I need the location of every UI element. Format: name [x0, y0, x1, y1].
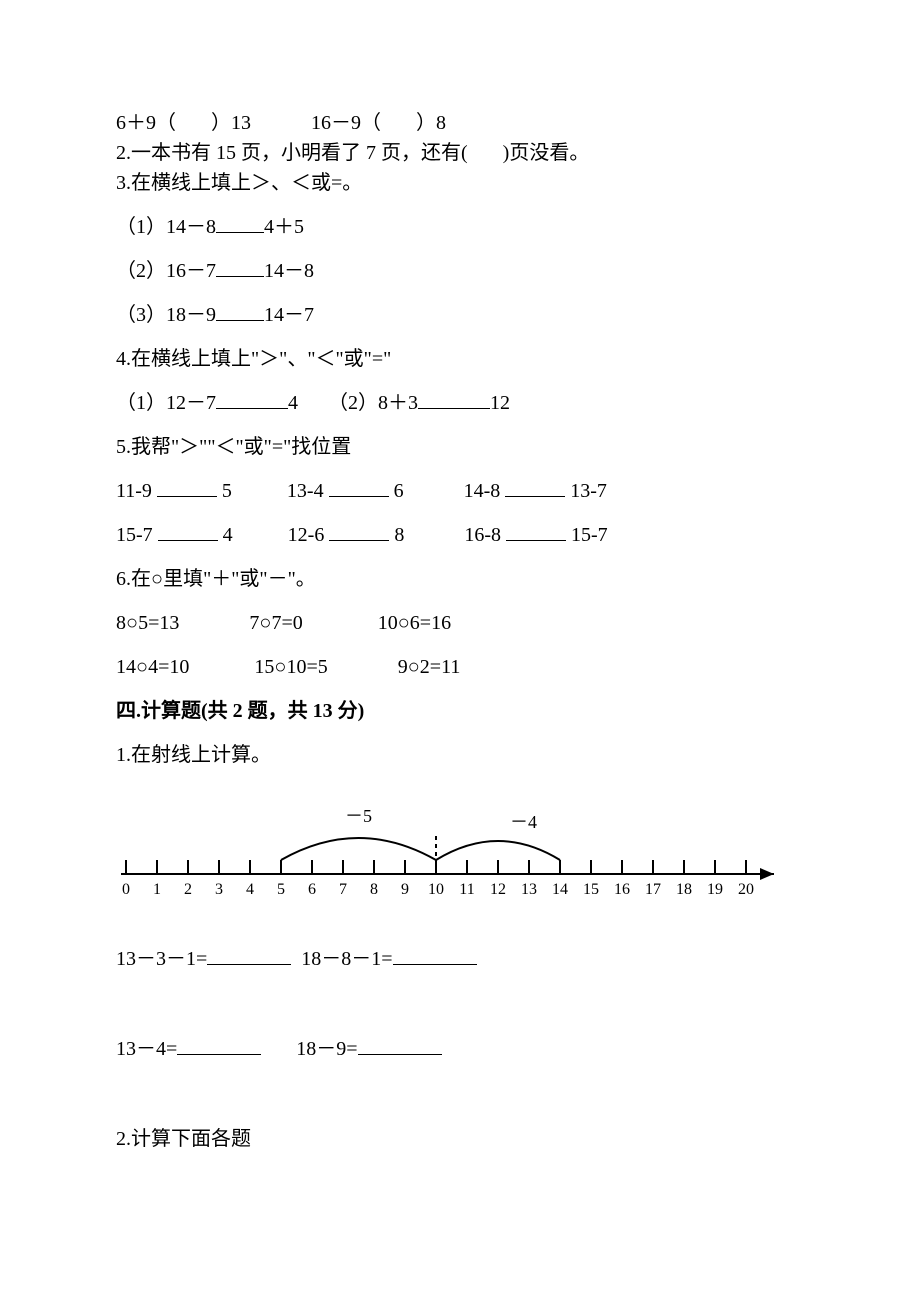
q5-title: 5.我帮"＞""＜"或"="找位置 — [116, 432, 804, 462]
q4-i2-right: 12 — [490, 392, 510, 414]
blank[interactable] — [393, 944, 477, 965]
q5-r2c1r: 4 — [223, 524, 233, 546]
svg-text:9: 9 — [401, 881, 409, 898]
svg-text:20: 20 — [738, 881, 754, 898]
q3-i3-right: 14－7 — [264, 304, 314, 326]
q6-row2: 14○4=10 15○10=5 9○2=11 — [116, 652, 804, 682]
svg-text:18: 18 — [676, 881, 692, 898]
q5-r1c2l: 13-4 — [287, 480, 324, 502]
q6-r1c3: 10○6=16 — [378, 612, 451, 634]
q4-i1-left: （1）12－7 — [116, 392, 216, 414]
q1-row2: 6＋9（ ）13 16－9（ ）8 — [116, 108, 804, 138]
blank[interactable] — [216, 212, 264, 233]
number-line-figure: 01234567891011121314151617181920－5－4 — [116, 804, 804, 914]
svg-text:14: 14 — [552, 881, 568, 898]
svg-text:13: 13 — [521, 881, 537, 898]
q6-title: 6.在○里填"＋"或"－"。 — [116, 564, 804, 594]
q6-r1c2: 7○7=0 — [249, 612, 302, 634]
q5-r2c2l: 12-6 — [288, 524, 325, 546]
q3-i2-right: 14－8 — [264, 260, 314, 282]
blank[interactable] — [505, 476, 565, 497]
blank[interactable] — [329, 520, 389, 541]
q3-item1: （1）14－8 4＋5 — [116, 212, 804, 242]
svg-text:3: 3 — [215, 881, 223, 898]
svg-text:2: 2 — [184, 881, 192, 898]
c1-title: 1.在射线上计算。 — [116, 740, 804, 770]
q6-row1: 8○5=13 7○7=0 10○6=16 — [116, 608, 804, 638]
svg-text:5: 5 — [277, 881, 285, 898]
section4-title: 四.计算题(共 2 题，共 13 分) — [116, 696, 804, 726]
svg-text:11: 11 — [459, 881, 474, 898]
q3-item3: （3）18－9 14－7 — [116, 300, 804, 330]
q1-row2-a: 6＋9（ ）13 — [116, 112, 251, 134]
number-line-svg: 01234567891011121314151617181920－5－4 — [116, 804, 806, 914]
c1-row2: 13－4= 18－9= — [116, 1034, 804, 1064]
svg-text:4: 4 — [246, 881, 254, 898]
blank[interactable] — [216, 388, 288, 409]
q5-r1c2r: 6 — [394, 480, 404, 502]
blank[interactable] — [329, 476, 389, 497]
svg-text:16: 16 — [614, 881, 630, 898]
c1-row1a: 13－3－1= — [116, 948, 207, 970]
q3-title: 3.在横线上填上＞、＜或=。 — [116, 168, 804, 198]
c1-row2b: 18－9= — [296, 1038, 357, 1060]
blank[interactable] — [207, 944, 291, 965]
svg-text:19: 19 — [707, 881, 723, 898]
q5-r2c1l: 15-7 — [116, 524, 153, 546]
c2-title: 2.计算下面各题 — [116, 1124, 804, 1154]
q4-i2-left: （2）8＋3 — [328, 392, 418, 414]
svg-text:0: 0 — [122, 881, 130, 898]
q3-item2: （2）16－7 14－8 — [116, 256, 804, 286]
q3-i2-left: （2）16－7 — [116, 260, 216, 282]
q2: 2.一本书有 15 页，小明看了 7 页，还有( )页没看。 — [116, 138, 804, 168]
q5-row1: 11-9 5 13-4 6 14-8 13-7 — [116, 476, 804, 506]
svg-text:－4: －4 — [510, 812, 537, 832]
svg-text:7: 7 — [339, 881, 347, 898]
svg-text:6: 6 — [308, 881, 316, 898]
blank[interactable] — [506, 520, 566, 541]
q5-r1c1l: 11-9 — [116, 480, 152, 502]
svg-text:17: 17 — [645, 881, 661, 898]
q6-r2c2: 15○10=5 — [254, 656, 327, 678]
c1-row1: 13－3－1= 18－8－1= — [116, 944, 804, 974]
svg-text:10: 10 — [428, 881, 444, 898]
q6-r2c1: 14○4=10 — [116, 656, 189, 678]
q4-title: 4.在横线上填上"＞"、"＜"或"=" — [116, 344, 804, 374]
q1-row2-b: 16－9（ ）8 — [311, 112, 446, 134]
q3-i1-right: 4＋5 — [264, 216, 304, 238]
blank[interactable] — [418, 388, 490, 409]
q5-r2c2r: 8 — [394, 524, 404, 546]
q5-r1c1r: 5 — [222, 480, 232, 502]
blank[interactable] — [157, 476, 217, 497]
q5-row2: 15-7 4 12-6 8 16-8 15-7 — [116, 520, 804, 550]
q4-i1-right: 4 — [288, 392, 298, 414]
blank[interactable] — [158, 520, 218, 541]
c1-row1b: 18－8－1= — [301, 948, 392, 970]
blank[interactable] — [177, 1034, 261, 1055]
blank[interactable] — [358, 1034, 442, 1055]
c1-row2a: 13－4= — [116, 1038, 177, 1060]
q3-i1-left: （1）14－8 — [116, 216, 216, 238]
svg-text:15: 15 — [583, 881, 599, 898]
blank[interactable] — [216, 300, 264, 321]
q5-r1c3r: 13-7 — [570, 480, 607, 502]
svg-text:－5: －5 — [345, 806, 372, 826]
q6-r2c3: 9○2=11 — [398, 656, 461, 678]
q5-r2c3l: 16-8 — [464, 524, 501, 546]
q4-items: （1）12－7 4 （2）8＋3 12 — [116, 388, 804, 418]
svg-text:8: 8 — [370, 881, 378, 898]
svg-text:12: 12 — [490, 881, 506, 898]
blank[interactable] — [216, 256, 264, 277]
q5-r1c3l: 14-8 — [464, 480, 501, 502]
q6-r1c1: 8○5=13 — [116, 612, 179, 634]
q5-r2c3r: 15-7 — [571, 524, 608, 546]
svg-text:1: 1 — [153, 881, 161, 898]
q3-i3-left: （3）18－9 — [116, 304, 216, 326]
